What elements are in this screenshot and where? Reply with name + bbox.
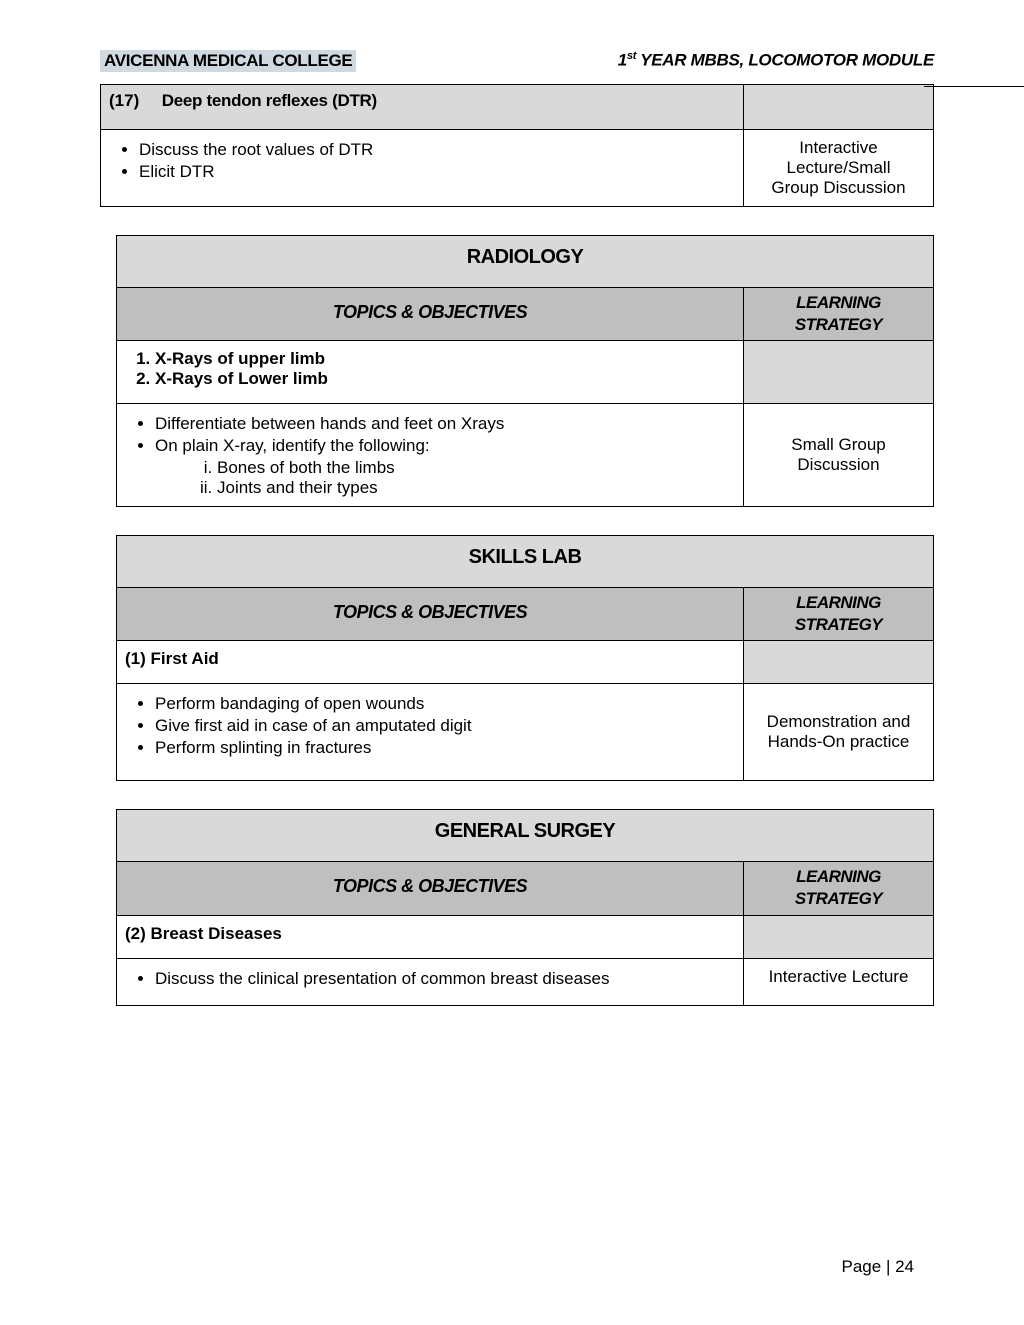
objectives-cell: Discuss the root values of DTR Elicit DT… xyxy=(101,130,744,207)
table-row: TOPICS & OBJECTIVES LEARNING STRATEGY xyxy=(117,862,934,915)
topic-title-cell: (1) First Aid xyxy=(117,641,744,684)
topic-header-cell: (17) Deep tendon reflexes (DTR) xyxy=(101,85,744,130)
list-item: X-Rays of Lower limb xyxy=(155,369,733,389)
list-item: Bones of both the limbs xyxy=(217,458,733,478)
section-title: RADIOLOGY xyxy=(117,236,934,288)
strategy-cell: Interactive Lecture xyxy=(744,958,934,1005)
topics-label: TOPICS & OBJECTIVES xyxy=(117,288,744,341)
empty-strategy-cell xyxy=(744,641,934,684)
surgery-table: GENERAL SURGEY TOPICS & OBJECTIVES LEARN… xyxy=(116,809,934,1005)
topics-label: TOPICS & OBJECTIVES xyxy=(117,862,744,915)
objectives-cell: Discuss the clinical presentation of com… xyxy=(117,958,744,1005)
list-item: Joints and their types xyxy=(217,478,733,498)
table-row: RADIOLOGY xyxy=(117,236,934,288)
skills-table: SKILLS LAB TOPICS & OBJECTIVES LEARNING … xyxy=(116,535,934,781)
objectives-cell: Perform bandaging of open wounds Give fi… xyxy=(117,684,744,781)
table-row: TOPICS & OBJECTIVES LEARNING STRATEGY xyxy=(117,588,934,641)
table-row: Differentiate between hands and feet on … xyxy=(117,404,934,507)
empty-strategy-cell xyxy=(744,341,934,404)
strategy-label: LEARNING STRATEGY xyxy=(744,288,934,341)
topic-title-cell: (2) Breast Diseases xyxy=(117,915,744,958)
list-item: X-Rays of upper limb xyxy=(155,349,733,369)
table-row: (2) Breast Diseases xyxy=(117,915,934,958)
table-row: Discuss the root values of DTR Elicit DT… xyxy=(101,130,934,207)
objectives-cell: Differentiate between hands and feet on … xyxy=(117,404,744,507)
table-row: SKILLS LAB xyxy=(117,536,934,588)
radiology-table: RADIOLOGY TOPICS & OBJECTIVES LEARNING S… xyxy=(116,235,934,507)
rule-extension xyxy=(924,86,1024,87)
table-row: (17) Deep tendon reflexes (DTR) xyxy=(101,85,934,130)
dtr-table: (17) Deep tendon reflexes (DTR) Discuss … xyxy=(100,84,934,207)
section-title: GENERAL SURGEY xyxy=(117,810,934,862)
college-name: AVICENNA MEDICAL COLLEGE xyxy=(100,50,356,72)
strategy-cell: Small Group Discussion xyxy=(744,404,934,507)
page-number: Page | 24 xyxy=(842,1257,914,1277)
list-item: Perform splinting in fractures xyxy=(155,738,733,758)
empty-strategy-header xyxy=(744,85,934,130)
list-item: Perform bandaging of open wounds xyxy=(155,694,733,714)
section-title: SKILLS LAB xyxy=(117,536,934,588)
module-name: 1st YEAR MBBS, LOCOMOTOR MODULE xyxy=(618,50,934,71)
list-item: Elicit DTR xyxy=(139,162,733,182)
list-item: Discuss the root values of DTR xyxy=(139,140,733,160)
table-row: TOPICS & OBJECTIVES LEARNING STRATEGY xyxy=(117,288,934,341)
table-row: X-Rays of upper limb X-Rays of Lower lim… xyxy=(117,341,934,404)
strategy-cell: Demonstration and Hands-On practice xyxy=(744,684,934,781)
list-item: On plain X-ray, identify the following: xyxy=(155,436,733,456)
strategy-label: LEARNING STRATEGY xyxy=(744,588,934,641)
list-item: Differentiate between hands and feet on … xyxy=(155,414,733,434)
table-row: (1) First Aid xyxy=(117,641,934,684)
list-item: Give first aid in case of an amputated d… xyxy=(155,716,733,736)
table-row: Discuss the clinical presentation of com… xyxy=(117,958,934,1005)
empty-strategy-cell xyxy=(744,915,934,958)
table-row: Perform bandaging of open wounds Give fi… xyxy=(117,684,934,781)
topics-label: TOPICS & OBJECTIVES xyxy=(117,588,744,641)
page-header: AVICENNA MEDICAL COLLEGE 1st YEAR MBBS, … xyxy=(100,50,934,72)
strategy-cell: Interactive Lecture/Small Group Discussi… xyxy=(744,130,934,207)
topics-list-cell: X-Rays of upper limb X-Rays of Lower lim… xyxy=(117,341,744,404)
strategy-label: LEARNING STRATEGY xyxy=(744,862,934,915)
table-row: GENERAL SURGEY xyxy=(117,810,934,862)
list-item: Discuss the clinical presentation of com… xyxy=(155,969,733,989)
